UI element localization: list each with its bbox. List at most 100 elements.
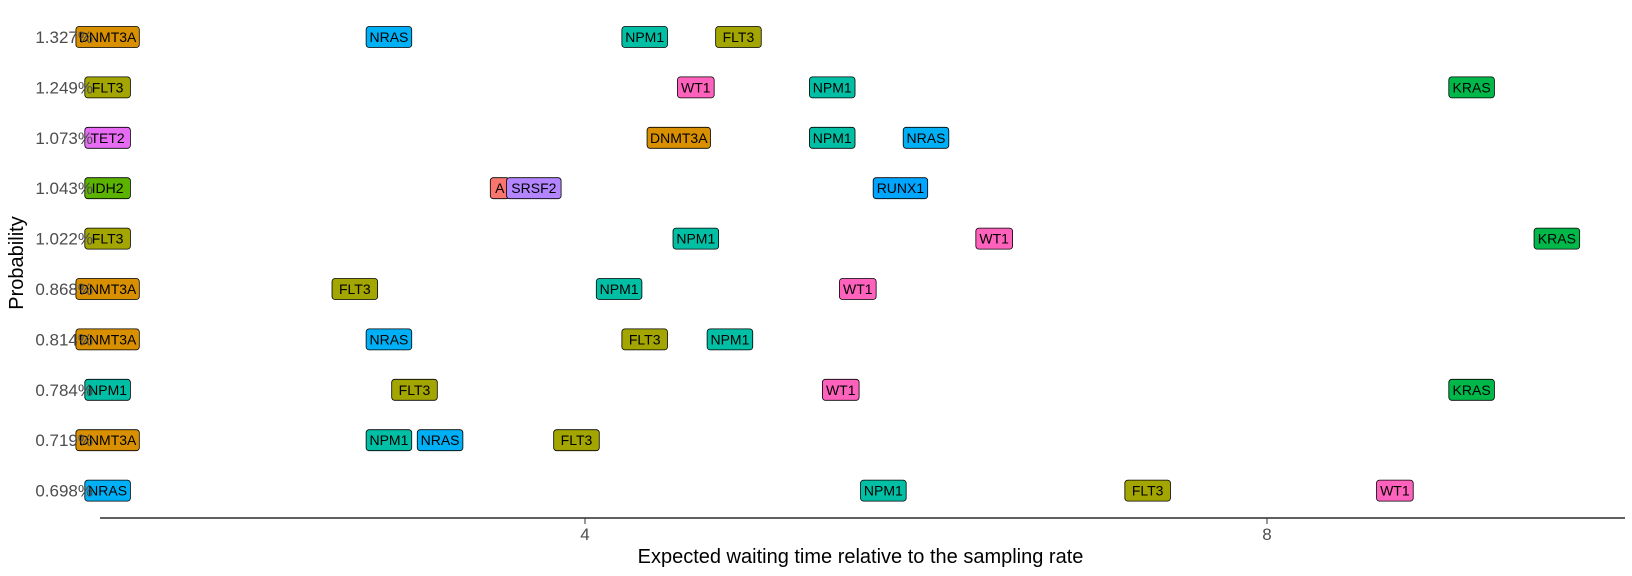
gene-label-text: FLT3 xyxy=(629,331,661,347)
gene-label-npm1: NPM1 xyxy=(595,278,643,300)
gene-label-flt3: FLT3 xyxy=(331,278,379,300)
gene-label-text: NPM1 xyxy=(88,382,127,398)
gene-label-text: RUNX1 xyxy=(877,180,925,196)
gene-label-text: DNMT3A xyxy=(79,29,137,45)
gene-label-flt3: FLT3 xyxy=(84,227,131,250)
y-tick-label: 1.249% xyxy=(35,78,93,97)
gene-label-text: FLT3 xyxy=(399,382,431,398)
gene-label-box xyxy=(553,429,600,452)
y-axis-ticks: 1.327% 1.249% 1.073% 1.043% 1.022% 0.868% 0.81… xyxy=(35,28,93,501)
gene-label-box xyxy=(809,76,856,99)
gene-label-kras: KRAS xyxy=(1448,76,1495,99)
gene-label-box xyxy=(1376,479,1414,502)
gene-label-nras: NRAS xyxy=(84,479,131,502)
gene-label-npm1: NPM1 xyxy=(365,429,413,452)
gene-label-box xyxy=(822,378,860,401)
gene-label-box xyxy=(506,177,562,200)
gene-label-text: NRAS xyxy=(88,483,127,499)
gene-label-flt3: FLT3 xyxy=(715,26,762,48)
gene-label-text: IDH2 xyxy=(92,180,124,196)
y-tick-label: 0.719% xyxy=(35,431,93,450)
gene-label-text: NRAS xyxy=(369,331,408,347)
gene-label-wt1: WT1 xyxy=(975,227,1013,250)
gene-label-box xyxy=(84,126,131,149)
gene-label-npm1: NPM1 xyxy=(84,378,131,401)
gene-label-text: NPM1 xyxy=(710,331,749,347)
gene-label-text: KRAS xyxy=(1453,382,1491,398)
gene-label-box xyxy=(84,76,131,99)
gene-label-text: TET2 xyxy=(90,130,124,146)
gene-label-wt1: WT1 xyxy=(822,378,860,401)
gene-label-text: WT1 xyxy=(681,79,711,95)
gene-label-text: NPM1 xyxy=(625,29,664,45)
gene-label-npm1: NPM1 xyxy=(672,227,720,250)
gene-label-text: NRAS xyxy=(369,29,408,45)
gene-label-flt3: FLT3 xyxy=(621,328,668,351)
gene-label-dnmt3a: DNMT3A xyxy=(75,328,140,351)
gene-label-kras: KRAS xyxy=(1448,378,1495,401)
gene-label-wt1: WT1 xyxy=(1376,479,1414,502)
gene-label-flt3: FLT3 xyxy=(84,76,131,99)
gene-label-dnmt3a: DNMT3A xyxy=(75,429,140,452)
gene-label-kras: KRAS xyxy=(1533,227,1581,250)
gene-label-text: WT1 xyxy=(826,382,856,398)
gene-label-runx1: RUNX1 xyxy=(872,177,929,200)
gene-label-tet2: TET2 xyxy=(84,126,131,149)
gene-label-text: NPM1 xyxy=(864,483,903,499)
gene-label-box xyxy=(84,378,131,401)
x-tick-label: 8 xyxy=(1262,525,1271,544)
gene-label-text: WT1 xyxy=(843,281,873,297)
gene-label-dnmt3a: DNMT3A xyxy=(646,126,711,149)
gene-label-box xyxy=(75,26,140,48)
gene-label-box xyxy=(84,479,131,502)
gene-label-box xyxy=(365,429,413,452)
gene-label-box xyxy=(84,177,131,200)
gene-label-nras: NRAS xyxy=(365,26,413,48)
gene-label-text: FLT3 xyxy=(92,231,124,247)
gene-label-box xyxy=(75,429,140,452)
gene-label-text: FLT3 xyxy=(723,29,755,45)
gene-label-text: NPM1 xyxy=(813,130,852,146)
y-tick-label: 1.043% xyxy=(35,179,93,198)
gene-label-box xyxy=(715,26,762,48)
gene-label-idh2: IDH2 xyxy=(84,177,131,200)
y-tick-label: 0.784% xyxy=(35,381,93,400)
gene-label-text: KRAS xyxy=(1453,79,1491,95)
gene-label-srsf2: SRSF2 xyxy=(506,177,562,200)
gene-label-box xyxy=(416,429,464,452)
gene-label-box xyxy=(839,278,877,300)
gene-label-box xyxy=(975,227,1013,250)
gene-label-box xyxy=(1533,227,1581,250)
gene-label-box xyxy=(646,126,711,149)
y-tick-label: 0.814% xyxy=(35,330,93,349)
gene-label-box xyxy=(84,227,131,250)
gene-label-npm1: NPM1 xyxy=(860,479,907,502)
gene-label-text: NPM1 xyxy=(813,79,852,95)
gene-label-box xyxy=(595,278,643,300)
gene-label-box xyxy=(677,76,715,99)
gene-label-box xyxy=(75,328,140,351)
gene-label-text: DNMT3A xyxy=(79,281,137,297)
gene-label-dnmt3a: DNMT3A xyxy=(75,26,140,48)
gene-label-npm1: NPM1 xyxy=(706,328,754,351)
gene-label-text: NPM1 xyxy=(369,432,408,448)
gene-label-flt3: FLT3 xyxy=(1124,479,1171,502)
gene-label-box xyxy=(902,126,950,149)
gene-label-box xyxy=(1448,76,1495,99)
gene-label-npm1: NPM1 xyxy=(621,26,668,48)
gene-label-text: DNMT3A xyxy=(79,432,137,448)
y-tick-label: 0.698% xyxy=(35,482,93,501)
gene-label-text: FLT3 xyxy=(561,432,593,448)
gene-label-box xyxy=(391,378,438,401)
gene-label-box xyxy=(1124,479,1171,502)
gene-label-text: A xyxy=(495,180,505,196)
gene-label-dnmt3a: DNMT3A xyxy=(75,278,140,300)
gene-label-nras: NRAS xyxy=(902,126,950,149)
y-tick-label: 1.073% xyxy=(35,129,93,148)
gene-label-box xyxy=(860,479,907,502)
gene-label-wt1: WT1 xyxy=(677,76,715,99)
gene-label-text: WT1 xyxy=(979,231,1009,247)
gene-label-text: FLT3 xyxy=(1132,483,1164,499)
gene-label-npm1: NPM1 xyxy=(809,76,856,99)
